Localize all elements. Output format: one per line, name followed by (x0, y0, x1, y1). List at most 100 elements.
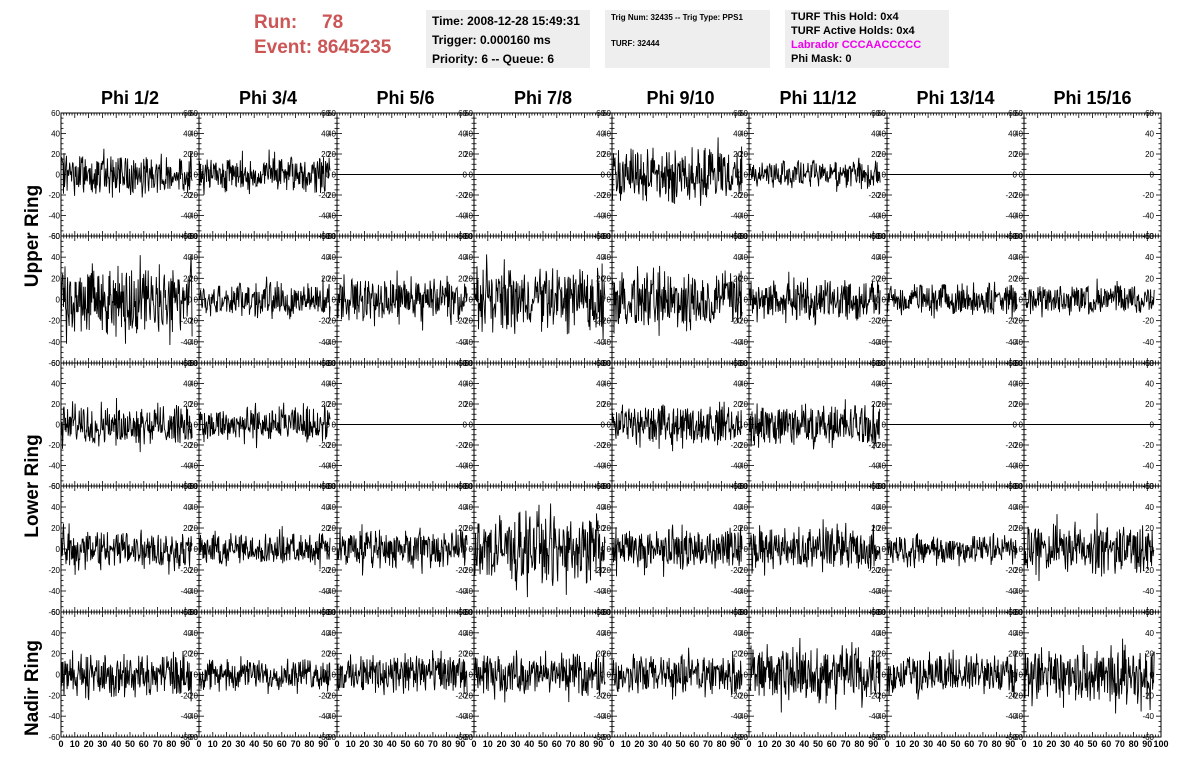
y-tick-label: -20 (868, 566, 880, 575)
y-tick-label: 20 (1014, 150, 1023, 159)
y-tick-label: -40 (180, 462, 192, 471)
y-tick-label: -20 (324, 317, 336, 326)
y-tick-label: 20 (739, 150, 748, 159)
y-tick-label: 40 (739, 380, 748, 389)
y-tick-label: -20 (736, 191, 748, 200)
y-tick-label: 40 (602, 253, 611, 262)
y-tick-label: 0 (607, 171, 612, 180)
y-tick-label: -40 (868, 338, 880, 347)
y-tick-label: 40 (871, 253, 880, 262)
waveform-line (748, 399, 881, 450)
y-tick-label: 40 (321, 130, 330, 139)
y-tick-label: 20 (51, 150, 60, 159)
y-tick-label: -20 (1005, 441, 1017, 450)
y-tick-label: 0 (601, 171, 606, 180)
y-tick-label: 0 (469, 545, 474, 554)
y-tick-label: -40 (593, 462, 605, 471)
y-tick-label: 40 (321, 380, 330, 389)
y-tick-label: 60 (877, 109, 886, 118)
y-tick-label: 40 (733, 503, 742, 512)
y-tick-label: 20 (739, 524, 748, 533)
y-tick-label: 60 (189, 109, 198, 118)
y-tick-label: -20 (1011, 191, 1023, 200)
y-tick-label: -20 (461, 191, 473, 200)
panel-frame (198, 362, 338, 487)
y-tick-label: 60 (739, 359, 748, 368)
y-tick-label: 20 (871, 274, 880, 283)
event-label: Event: (254, 37, 313, 58)
y-tick-label: -40 (736, 338, 748, 347)
y-tick-label: 20 (189, 524, 198, 533)
y-tick-label: -40 (455, 212, 467, 221)
y-tick-label: 0 (194, 421, 199, 430)
y-tick-label: 20 (321, 524, 330, 533)
y-tick-label: 40 (51, 253, 60, 262)
y-tick-label: 20 (458, 274, 467, 283)
y-tick-label: 40 (1014, 380, 1023, 389)
y-tick-label: 20 (596, 400, 605, 409)
y-tick-label: 0 (463, 171, 468, 180)
waveform-line (611, 137, 743, 206)
y-tick-label: 40 (327, 503, 336, 512)
y-tick-label: -40 (593, 587, 605, 596)
y-tick-label: -20 (455, 566, 467, 575)
run-label: Run: (254, 12, 298, 33)
y-tick-label: 20 (1008, 274, 1017, 283)
y-tick-label: 20 (183, 274, 192, 283)
waveform-line (198, 149, 331, 195)
y-tick-label: 0 (194, 545, 199, 554)
y-tick-label: 40 (739, 253, 748, 262)
panel-frame (1023, 235, 1162, 364)
y-tick-label: 60 (1014, 359, 1023, 368)
ring-label: Upper Ring (22, 185, 43, 287)
y-tick-label: -40 (1011, 212, 1023, 221)
y-tick-label: 40 (51, 380, 60, 389)
y-tick-label: -20 (599, 191, 611, 200)
y-tick-label: -40 (318, 587, 330, 596)
y-tick-label: 0 (882, 421, 887, 430)
waveform-line (611, 265, 743, 336)
y-tick-label: 20 (321, 150, 330, 159)
y-tick-label: 40 (871, 503, 880, 512)
y-tick-label: -40 (1142, 338, 1154, 347)
y-tick-label: -40 (318, 212, 330, 221)
y-tick-label: 20 (458, 400, 467, 409)
y-tick-label: -20 (599, 317, 611, 326)
y-tick-label: -40 (186, 462, 198, 471)
y-tick-label: 0 (469, 296, 474, 305)
y-tick-label: -20 (1142, 317, 1154, 326)
y-tick-label: 20 (321, 274, 330, 283)
y-tick-label: 20 (464, 524, 473, 533)
y-tick-label: 60 (51, 359, 60, 368)
y-tick-label: -40 (1011, 462, 1023, 471)
y-tick-label: -20 (730, 191, 742, 200)
y-tick-label: -40 (593, 338, 605, 347)
y-tick-label: 20 (464, 150, 473, 159)
y-tick-label: 0 (188, 296, 193, 305)
y-tick-label: 0 (744, 421, 749, 430)
y-tick-label: 40 (458, 130, 467, 139)
y-tick-label: 60 (464, 232, 473, 241)
time-text: Time: 2008-12-28 15:49:31 (432, 14, 580, 28)
y-tick-label: 20 (596, 150, 605, 159)
y-tick-label: 20 (458, 524, 467, 533)
y-tick-label: 40 (321, 503, 330, 512)
y-tick-label: 20 (871, 400, 880, 409)
y-tick-label: -60 (48, 232, 60, 241)
y-tick-label: 0 (332, 171, 337, 180)
y-tick-label: 40 (189, 253, 198, 262)
y-tick-label: -40 (324, 587, 336, 596)
y-tick-label: 0 (1019, 296, 1024, 305)
y-tick-label: 20 (458, 150, 467, 159)
y-tick-label: 0 (194, 171, 199, 180)
y-tick-label: -20 (461, 441, 473, 450)
y-tick-label: -20 (318, 441, 330, 450)
y-tick-label: 20 (733, 400, 742, 409)
turf-text: TURF: 32444 (611, 39, 660, 48)
ring-label: Nadir Ring (22, 640, 43, 736)
y-tick-label: -40 (318, 462, 330, 471)
y-tick-label: -40 (599, 212, 611, 221)
y-tick-label: -20 (180, 566, 192, 575)
y-tick-label: -20 (180, 317, 192, 326)
y-tick-label: -40 (461, 462, 473, 471)
